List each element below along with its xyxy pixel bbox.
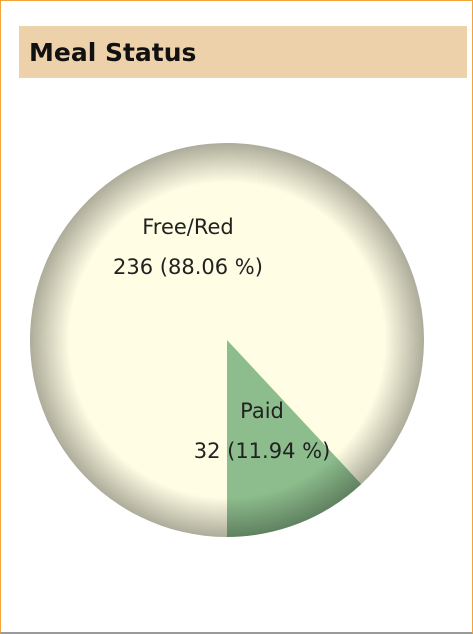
slice-value-label: 236 (88.06 %): [113, 255, 263, 279]
pie-slice: [227, 340, 362, 537]
pie-slice: [30, 142, 425, 538]
slice-value-label: 32 (11.94 %): [194, 439, 331, 463]
slice-label: Paid: [240, 399, 284, 423]
chart-title: Meal Status: [19, 26, 467, 78]
slice-label: Free/Red: [142, 215, 234, 239]
